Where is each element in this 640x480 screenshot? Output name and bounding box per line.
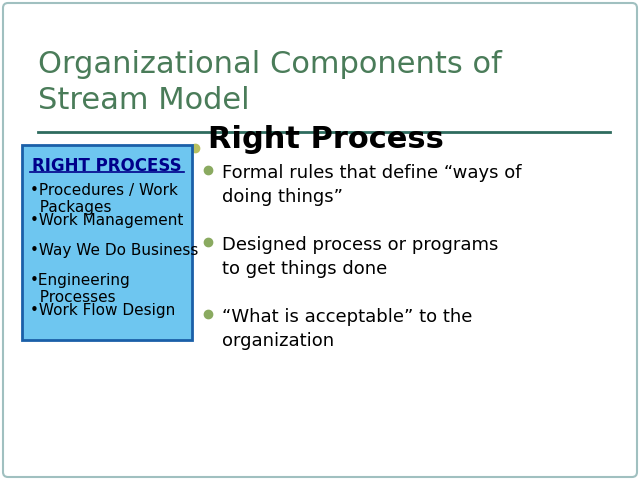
FancyBboxPatch shape — [3, 3, 637, 477]
Text: Right Process: Right Process — [208, 125, 444, 155]
FancyBboxPatch shape — [22, 145, 192, 340]
Text: •Engineering
  Processes: •Engineering Processes — [30, 273, 131, 305]
Text: Organizational Components of
Stream Model: Organizational Components of Stream Mode… — [38, 50, 502, 115]
Text: •Work Flow Design: •Work Flow Design — [30, 303, 175, 318]
Text: “What is acceptable” to the
organization: “What is acceptable” to the organization — [222, 308, 472, 349]
Text: RIGHT PROCESS: RIGHT PROCESS — [32, 157, 182, 175]
Text: •Way We Do Business: •Way We Do Business — [30, 243, 198, 258]
Text: •Work Management: •Work Management — [30, 213, 184, 228]
Text: •Procedures / Work
  Packages: •Procedures / Work Packages — [30, 183, 178, 216]
Text: Formal rules that define “ways of
doing things”: Formal rules that define “ways of doing … — [222, 164, 522, 205]
Text: Designed process or programs
to get things done: Designed process or programs to get thin… — [222, 236, 499, 277]
